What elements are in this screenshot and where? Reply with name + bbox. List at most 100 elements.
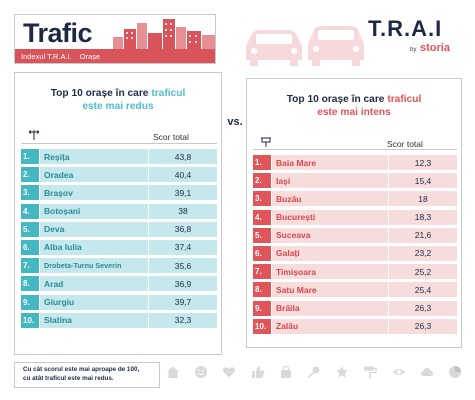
cars-icon bbox=[246, 26, 364, 66]
star-icon bbox=[336, 366, 349, 378]
rank-number: 4. bbox=[253, 209, 271, 225]
right-title-line2: este mai intens bbox=[317, 107, 391, 118]
score-value: 38 bbox=[149, 203, 217, 219]
header-subtitle-cities: Orașe bbox=[79, 51, 101, 61]
rank-number: 7. bbox=[21, 258, 39, 274]
score-note: Cu cât scorul este mai aproape de 100, c… bbox=[14, 362, 160, 388]
trai-logo: T.R.A.I by storia bbox=[368, 16, 460, 62]
city-name: Deva bbox=[40, 221, 148, 237]
header-subtitle-strip: Indexul T.R.A.I. Orașe bbox=[15, 49, 215, 63]
score-value: 43,8 bbox=[149, 149, 217, 164]
list-item: 5. Suceava 21,6 bbox=[253, 227, 457, 243]
city-name: Zalău bbox=[272, 318, 388, 334]
rank-number: 7. bbox=[253, 264, 271, 280]
score-value: 26,3 bbox=[389, 318, 457, 334]
score-value: 12,3 bbox=[389, 155, 457, 170]
rank-number: 2. bbox=[21, 167, 39, 183]
list-item: 4. Botoșani 38 bbox=[21, 203, 217, 219]
pie-chart-icon bbox=[448, 366, 461, 378]
road-sign-icon bbox=[28, 130, 40, 140]
right-score-header: Scor total bbox=[387, 139, 423, 149]
city-name: Reșița bbox=[40, 149, 148, 164]
score-value: 15,4 bbox=[389, 173, 457, 189]
list-item: 1. Reșița 43,8 bbox=[21, 149, 217, 164]
right-ranking-panel: Top 10 orașe în care traficul este mai i… bbox=[246, 78, 462, 348]
rank-number: 3. bbox=[253, 191, 271, 207]
score-value: 25,4 bbox=[389, 282, 457, 298]
rank-number: 6. bbox=[21, 239, 39, 255]
list-item: 7. Timișoara 25,2 bbox=[253, 264, 457, 280]
vs-label: vs. bbox=[227, 116, 243, 128]
smile-icon bbox=[195, 366, 208, 378]
city-name: București bbox=[272, 209, 388, 225]
rank-number: 9. bbox=[21, 294, 39, 310]
left-ranking-panel: Top 10 orașe în care traficul este mai r… bbox=[14, 72, 222, 355]
shopping-bag-icon bbox=[280, 365, 291, 378]
header-subtitle-index: Indexul T.R.A.I. bbox=[21, 51, 72, 61]
city-name: Galați bbox=[272, 245, 388, 261]
city-name: Brăila bbox=[272, 300, 388, 316]
city-name: Drobeta-Turnu Severin bbox=[40, 258, 148, 274]
header-banner: Trafic Indexul T.R.A.I. Orașe bbox=[14, 14, 216, 64]
left-title-part-a: Top 10 orașe în care bbox=[50, 88, 152, 99]
rank-number: 10. bbox=[21, 312, 39, 328]
score-value: 18,3 bbox=[389, 209, 457, 225]
heart-icon bbox=[223, 367, 236, 378]
thumbs-up-icon bbox=[251, 366, 264, 378]
logo-brand-text: T.R.A.I bbox=[368, 16, 443, 41]
note-line-1: Cu cât scorul este mai aproape de 100, bbox=[23, 366, 140, 373]
right-panel-title: Top 10 orașe în care traficul este mai i… bbox=[247, 93, 461, 119]
city-name: Botoșani bbox=[40, 203, 148, 219]
list-item: 10. Slatina 32,3 bbox=[21, 312, 217, 328]
city-name: Brașov bbox=[40, 185, 148, 201]
rank-number: 4. bbox=[21, 203, 39, 219]
logo-by: by bbox=[410, 47, 417, 53]
city-name: Oradea bbox=[40, 167, 148, 183]
list-item: 3. Brașov 39,1 bbox=[21, 185, 217, 201]
logo-company: storia bbox=[420, 42, 450, 54]
city-name: Iași bbox=[272, 173, 388, 189]
note-line-2: cu atât traficul este mai redus. bbox=[23, 374, 114, 382]
rank-number: 8. bbox=[21, 276, 39, 292]
city-name: Buzău bbox=[272, 191, 388, 207]
list-item: 2. Oradea 40,4 bbox=[21, 167, 217, 183]
list-item: 8. Satu Mare 25,4 bbox=[253, 282, 457, 298]
rank-number: 5. bbox=[253, 227, 271, 243]
right-divider bbox=[253, 149, 457, 150]
rank-number: 1. bbox=[21, 149, 39, 164]
list-item: 5. Deva 36,8 bbox=[21, 221, 217, 237]
list-item: 8. Arad 36,9 bbox=[21, 276, 217, 292]
traffic-sign-icon bbox=[261, 137, 271, 147]
score-value: 39,1 bbox=[149, 185, 217, 201]
rank-number: 8. bbox=[253, 282, 271, 298]
left-score-header: Scor total bbox=[153, 132, 189, 142]
score-value: 32,3 bbox=[149, 312, 217, 328]
rank-number: 3. bbox=[21, 185, 39, 201]
list-item: 3. Buzău 18 bbox=[253, 191, 457, 207]
list-item: 10. Zalău 26,3 bbox=[253, 318, 457, 334]
score-value: 26,3 bbox=[389, 300, 457, 316]
score-value: 36,9 bbox=[149, 276, 217, 292]
right-title-part-a: Top 10 orașe în care bbox=[286, 94, 388, 105]
left-title-line2: este mai redus bbox=[82, 101, 154, 112]
paint-roller-icon bbox=[364, 366, 377, 379]
list-item: 9. Brăila 26,3 bbox=[253, 300, 457, 316]
left-title-accent: traficul bbox=[151, 88, 186, 99]
logo-brand: T.R.A.I bbox=[368, 16, 442, 42]
score-value: 18 bbox=[389, 191, 457, 207]
list-item: 6. Alba Iulia 37,4 bbox=[21, 239, 217, 255]
left-ranking-list: 1. Reșița 43,8 2. Oradea 40,4 3. Brașov 39,1 4… bbox=[21, 149, 217, 331]
list-item: 7. Drobeta-Turnu Severin 35,6 bbox=[21, 258, 217, 274]
city-name: Slatina bbox=[40, 312, 148, 328]
list-item: 4. București 18,3 bbox=[253, 209, 457, 225]
right-title-accent: traficul bbox=[387, 94, 422, 105]
city-name: Satu Mare bbox=[272, 282, 388, 298]
score-value: 36,8 bbox=[149, 221, 217, 237]
score-value: 40,4 bbox=[149, 167, 217, 183]
list-item: 9. Giurgiu 39,7 bbox=[21, 294, 217, 310]
left-divider bbox=[21, 143, 217, 144]
score-value: 21,6 bbox=[389, 227, 457, 243]
rank-number: 2. bbox=[253, 173, 271, 189]
city-name: Timișoara bbox=[272, 264, 388, 280]
city-name: Baia Mare bbox=[272, 155, 388, 170]
